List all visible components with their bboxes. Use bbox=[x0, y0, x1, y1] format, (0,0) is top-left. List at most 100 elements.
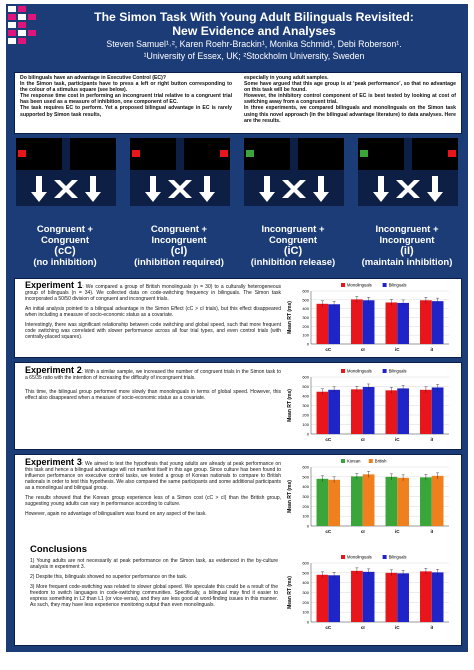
legend-swatch bbox=[368, 459, 373, 463]
arrow-graphic bbox=[145, 176, 215, 202]
tick-label: 200 bbox=[302, 600, 309, 605]
bar bbox=[397, 573, 409, 622]
experiment-1-paragraph: Interestingly, there was significant rel… bbox=[25, 322, 281, 340]
category-label: cI bbox=[361, 347, 365, 352]
condition-description: (maintain inhibition) bbox=[361, 257, 453, 268]
experiment-1-paragraph: An initial analysis pointed to a bilingu… bbox=[25, 306, 281, 318]
bar bbox=[397, 477, 409, 526]
condition-label-cC: Congruent + Congruent (cC) (no inhibitio… bbox=[12, 224, 118, 268]
category-label: iC bbox=[395, 347, 400, 352]
condition-label-cI: Congruent + Incongruent (cI) (inhibition… bbox=[126, 224, 232, 268]
axis-label: Mean RT (ms) bbox=[287, 480, 293, 513]
legend-swatch bbox=[382, 369, 387, 373]
experiment-2-paragraph: : With a similar sample, we increased th… bbox=[25, 369, 281, 381]
tick-label: 300 bbox=[302, 315, 309, 320]
legend-swatch bbox=[341, 555, 345, 559]
experiment-2-heading: Experiment 2 bbox=[25, 365, 82, 375]
intro-paragraph: In the Simon task, participants have to … bbox=[20, 81, 232, 94]
stimulus-screen bbox=[412, 138, 458, 170]
tick-label: 400 bbox=[302, 394, 309, 399]
condition-label-iC: Incongruent + Congruent (iC) (inhibition… bbox=[240, 224, 346, 268]
affiliations: ¹University of Essex, UK; ²Stockholm Uni… bbox=[143, 51, 365, 61]
red-square bbox=[18, 150, 26, 157]
arrows-icon bbox=[358, 174, 458, 206]
bar bbox=[316, 478, 329, 526]
conclusion-item: 1) Young adults are not necessarily at p… bbox=[30, 558, 278, 570]
tick-label: 200 bbox=[302, 504, 309, 509]
legend-swatch bbox=[341, 369, 345, 373]
condition-description: (inhibition release) bbox=[250, 257, 336, 268]
condition-line: Incongruent + bbox=[375, 224, 439, 235]
condition-line: Congruent bbox=[268, 235, 318, 246]
legend-swatch bbox=[382, 283, 387, 287]
legend-label: Bilinguals bbox=[389, 555, 407, 560]
arrow-graphic bbox=[31, 176, 101, 202]
condition-line: Incongruent + bbox=[261, 224, 325, 235]
tick-label: 300 bbox=[302, 494, 309, 499]
intro-paragraph: especially in young adult samples. bbox=[244, 75, 329, 81]
tick-label: 500 bbox=[302, 384, 309, 389]
tick-label: 500 bbox=[302, 474, 309, 479]
bar bbox=[328, 479, 340, 526]
bar-chart-svg: Mean RT (ms) 0 100 200 300 400 500 600 Monolingu… bbox=[287, 283, 449, 352]
green-square bbox=[246, 150, 254, 157]
bar bbox=[431, 387, 444, 434]
bar-chart-svg: Mean RT (ms) 0 100 200 300 400 500 600 Monolingu… bbox=[287, 555, 449, 630]
bar bbox=[316, 303, 329, 344]
experiment-1-chart: Mean RT (ms) 0 100 200 300 400 500 600 Monolingu… bbox=[285, 281, 455, 355]
intro-paragraph: The task requires EC to perform. Yet a p… bbox=[20, 105, 232, 118]
bar bbox=[351, 389, 363, 434]
legend-label: Korean bbox=[347, 459, 361, 464]
experiment-3-box: Experiment 3: We aimed to test the hypot… bbox=[14, 454, 462, 646]
tick-label: 100 bbox=[302, 514, 309, 519]
tick-label: 200 bbox=[302, 324, 309, 329]
experiment-2-box: Experiment 2: With a similar sample, we … bbox=[14, 362, 462, 450]
arrows-icon bbox=[130, 174, 230, 206]
condition-code: (iI) bbox=[400, 245, 414, 257]
arrows-icon bbox=[244, 174, 344, 206]
bar bbox=[397, 302, 409, 344]
bar bbox=[362, 474, 375, 526]
red-square bbox=[220, 150, 228, 157]
stimulus-screen bbox=[130, 138, 176, 170]
bar bbox=[328, 304, 340, 344]
category-label: iI bbox=[430, 437, 433, 442]
experiment-3-paragraph: However, again no advantage of bilingual… bbox=[25, 511, 207, 517]
tick-label: 300 bbox=[302, 403, 309, 408]
intro-paragraph: Some have argued that this age group is … bbox=[244, 81, 456, 94]
tick-label: 500 bbox=[302, 570, 309, 575]
arrows-icon bbox=[16, 174, 116, 206]
intro-right-column: especially in young adult samples. Some … bbox=[244, 75, 456, 124]
axis-label: Mean RT (ms) bbox=[287, 389, 293, 422]
poster-title-line-1: The Simon Task With Young Adult Bilingua… bbox=[94, 10, 414, 24]
category-label: cC bbox=[325, 529, 332, 534]
legend-label: British bbox=[375, 459, 387, 464]
bar bbox=[362, 386, 375, 434]
legend-label: Monolinguals bbox=[347, 555, 372, 560]
category-label: iI bbox=[430, 625, 433, 630]
condition-line: Congruent bbox=[40, 235, 90, 246]
stimulus-screen bbox=[358, 138, 404, 170]
tick-label: 0 bbox=[307, 432, 310, 437]
bar bbox=[420, 300, 432, 344]
tick-label: 600 bbox=[302, 465, 309, 470]
tick-label: 100 bbox=[302, 610, 309, 615]
bar bbox=[362, 571, 375, 622]
intro-paragraph: The response time cost in performing an … bbox=[20, 93, 232, 106]
experiment-1-heading: Experiment 1 bbox=[25, 280, 83, 290]
experiment-3-text: Experiment 3: We aimed to test the hypot… bbox=[25, 458, 281, 521]
condition-line: Congruent + bbox=[150, 224, 208, 235]
legend-label: Monolinguals bbox=[347, 369, 372, 374]
bar bbox=[431, 572, 444, 622]
green-square bbox=[360, 150, 368, 157]
stimulus-panel-iC bbox=[244, 138, 344, 206]
bar bbox=[328, 575, 340, 622]
condition-description: (inhibition required) bbox=[134, 257, 224, 268]
category-label: cI bbox=[361, 625, 365, 630]
tick-label: 400 bbox=[302, 484, 309, 489]
tick-label: 300 bbox=[302, 590, 309, 595]
bar bbox=[385, 572, 398, 622]
tick-label: 600 bbox=[302, 375, 309, 380]
tick-label: 100 bbox=[302, 422, 309, 427]
tick-label: 0 bbox=[307, 342, 310, 347]
